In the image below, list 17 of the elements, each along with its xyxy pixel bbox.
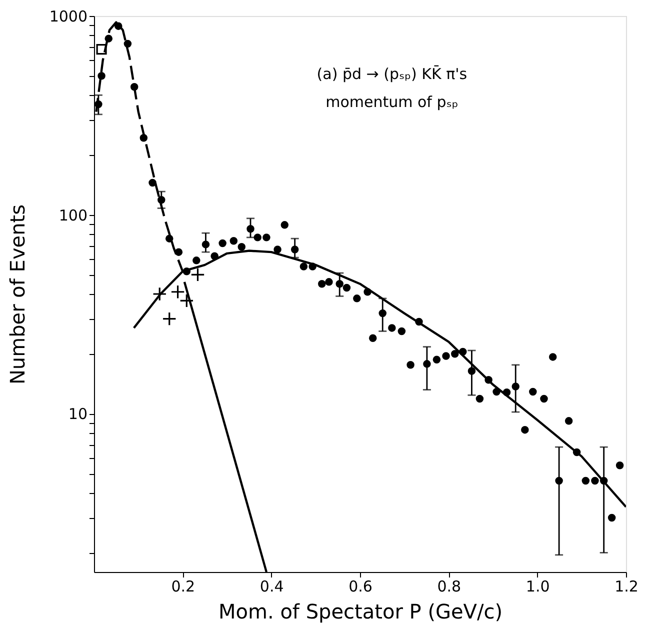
y-tick-label: 1000 — [49, 8, 88, 26]
x-tick-label: 0.2 — [171, 578, 196, 596]
x-axis-title: Mom. of Spectator P (GeV/c) — [218, 600, 503, 624]
point — [152, 286, 167, 302]
y-tick-label: 10 — [68, 405, 88, 424]
x-tick-label: 1.0 — [526, 578, 550, 596]
x-tick-label: 0.4 — [260, 578, 284, 596]
point — [96, 44, 107, 55]
y-tick-label: 100 — [58, 206, 88, 224]
x-tick-label: 0.8 — [437, 578, 462, 596]
point — [162, 312, 176, 326]
y-axis-title: Number of Events — [6, 204, 30, 385]
x-tick-label: 0.6 — [348, 578, 372, 596]
annotation: momentum of pₛₚ — [326, 93, 458, 111]
x-tick-label: 1.2 — [614, 578, 638, 596]
annotation: (a) p̄d → (pₛₚ) KK̄ π's — [316, 64, 468, 83]
point — [190, 268, 205, 282]
